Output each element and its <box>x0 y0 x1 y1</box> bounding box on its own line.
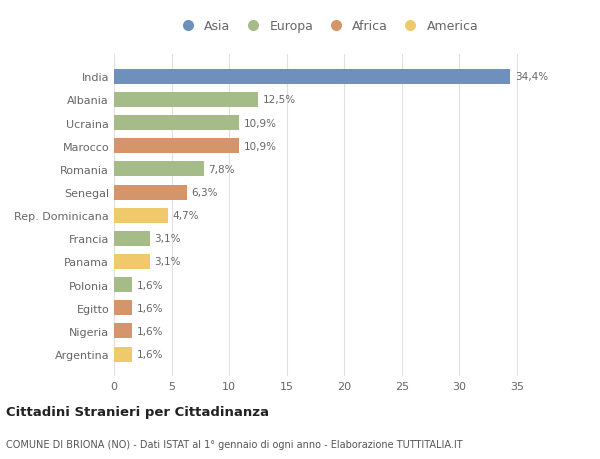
Bar <box>114 278 133 292</box>
Text: 10,9%: 10,9% <box>244 118 277 129</box>
Text: 1,6%: 1,6% <box>137 326 164 336</box>
Bar <box>114 185 187 200</box>
Bar <box>114 139 239 154</box>
Bar <box>114 301 133 316</box>
Bar <box>114 347 133 362</box>
Bar <box>114 70 510 85</box>
Text: 3,1%: 3,1% <box>154 234 181 244</box>
Bar <box>114 231 149 246</box>
Text: 12,5%: 12,5% <box>263 95 296 105</box>
Text: 7,8%: 7,8% <box>208 165 235 174</box>
Legend: Asia, Europa, Africa, America: Asia, Europa, Africa, America <box>172 17 482 37</box>
Text: 1,6%: 1,6% <box>137 303 164 313</box>
Bar <box>114 116 239 131</box>
Text: COMUNE DI BRIONA (NO) - Dati ISTAT al 1° gennaio di ogni anno - Elaborazione TUT: COMUNE DI BRIONA (NO) - Dati ISTAT al 1°… <box>6 440 463 449</box>
Text: 10,9%: 10,9% <box>244 141 277 151</box>
Bar <box>114 93 258 108</box>
Bar <box>114 254 149 269</box>
Bar <box>114 208 168 223</box>
Text: 4,7%: 4,7% <box>173 211 199 221</box>
Text: 1,6%: 1,6% <box>137 280 164 290</box>
Bar <box>114 324 133 339</box>
Text: 6,3%: 6,3% <box>191 188 218 198</box>
Text: 3,1%: 3,1% <box>154 257 181 267</box>
Text: 34,4%: 34,4% <box>515 72 548 82</box>
Bar <box>114 162 204 177</box>
Text: 1,6%: 1,6% <box>137 349 164 359</box>
Text: Cittadini Stranieri per Cittadinanza: Cittadini Stranieri per Cittadinanza <box>6 405 269 419</box>
